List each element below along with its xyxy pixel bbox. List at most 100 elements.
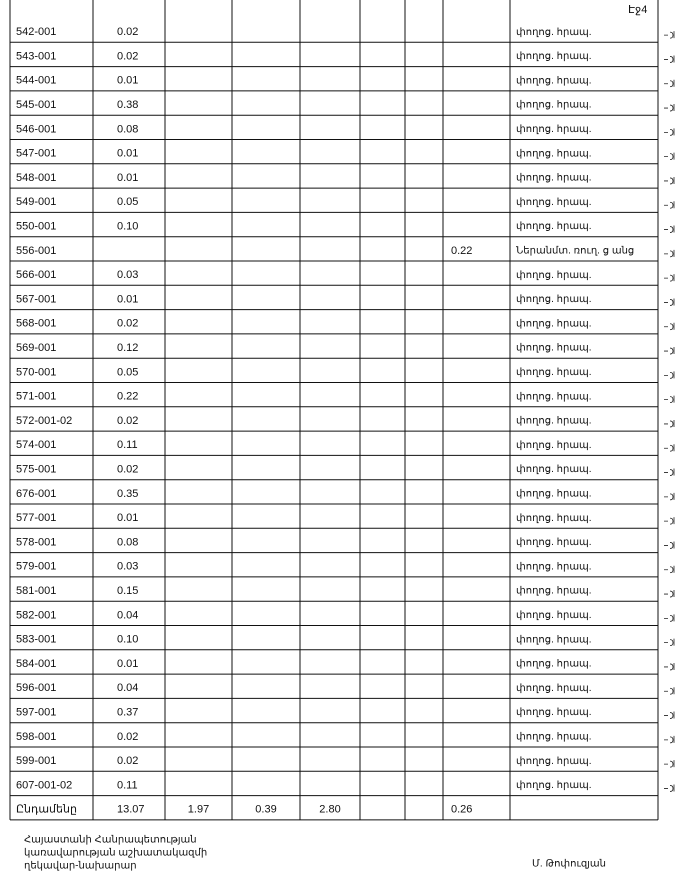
margin-mark — [664, 638, 675, 647]
margin-mark — [664, 55, 675, 63]
margin-mark — [664, 176, 675, 185]
position-line: Հայաստանի Հանրապետության — [24, 835, 197, 846]
row-value: 0.22 — [117, 391, 138, 403]
row-value: 0.01 — [117, 148, 138, 160]
row-description: փողոց. հրապ. — [516, 51, 592, 62]
row-description: փողոց. հրապ. — [516, 537, 592, 548]
row-value: 0.01 — [117, 75, 138, 87]
row-code: 577-001 — [16, 512, 56, 524]
margin-mark — [664, 590, 675, 598]
row-code: 575-001 — [16, 463, 56, 475]
row-code: 544-001 — [16, 75, 56, 87]
row-value: 0.35 — [117, 488, 138, 500]
row-description: փողոց. հրապ. — [516, 148, 592, 159]
page-number: Էջ4 — [628, 4, 647, 16]
margin-mark — [664, 79, 675, 88]
margin-mark — [664, 322, 675, 331]
row-description: փողոց. հրապ. — [516, 124, 592, 135]
row-description: փողոց. հրապ. — [516, 756, 592, 767]
row-description: փողոց. հրապ. — [516, 610, 592, 621]
row-description: փողոց. հրապ. — [516, 173, 592, 184]
row-description: փողոց. հրապ. — [516, 634, 592, 645]
row-description: փողոց. հրապ. — [516, 391, 592, 402]
row-value: 0.02 — [117, 50, 138, 62]
row-code: 607-001-02 — [16, 779, 72, 791]
row-code: 581-001 — [16, 585, 56, 597]
margin-mark — [664, 711, 675, 719]
row-value: 0.10 — [117, 634, 138, 646]
row-value: 0.04 — [117, 682, 138, 694]
row-description: Ներանմտ. ռուղ. ց անց — [516, 245, 634, 256]
row-code: 550-001 — [16, 220, 56, 232]
row-code: 598-001 — [16, 731, 56, 743]
row-code: 583-001 — [16, 634, 56, 646]
row-value: 0.03 — [117, 269, 138, 281]
margin-mark — [664, 298, 675, 306]
row-code: 567-001 — [16, 293, 56, 305]
row-code: 556-001 — [16, 245, 56, 257]
margin-mark — [664, 735, 675, 744]
row-code: 547-001 — [16, 148, 56, 160]
row-description: փողոց. հրապ. — [516, 659, 592, 670]
position-line: ղեկավար-նախարար — [24, 861, 137, 872]
row-value: 0.11 — [117, 779, 138, 791]
margin-mark — [664, 662, 675, 671]
row-description: փողոց. հրապ. — [516, 488, 592, 499]
row-value: 0.05 — [117, 366, 138, 378]
row-code: 597-001 — [16, 706, 56, 718]
margin-mark — [664, 614, 675, 622]
row-value: 0.01 — [117, 512, 138, 524]
row-value: 0.02 — [117, 415, 138, 427]
row-description: փողոց. հրապ. — [516, 707, 592, 718]
row-description: փողոց. հրապ. — [516, 318, 592, 329]
row-value: 0.11 — [117, 439, 138, 451]
row-code: 566-001 — [16, 269, 56, 281]
row-code: 596-001 — [16, 682, 56, 694]
margin-mark — [664, 784, 675, 792]
row-code: 572-001-02 — [16, 415, 72, 427]
margin-mark — [664, 395, 675, 404]
margin-mark — [664, 517, 675, 525]
row-code: 549-001 — [16, 196, 56, 208]
margin-mark — [664, 760, 675, 768]
row-code: Ընդամենը — [16, 804, 77, 816]
row-value: 0.05 — [117, 196, 138, 208]
row-value: 0.01 — [117, 658, 138, 670]
row-value: 0.12 — [117, 342, 138, 354]
margin-mark — [664, 249, 675, 258]
margin-mark — [664, 347, 675, 355]
margin-mark — [664, 687, 675, 695]
row-code: 570-001 — [16, 366, 56, 378]
margin-mark — [664, 492, 675, 501]
row-value: 0.15 — [117, 585, 138, 597]
row-value: 2.80 — [319, 804, 340, 816]
row-value: 0.01 — [117, 293, 138, 305]
signatory: Մ. Թոփուզյան — [532, 859, 606, 870]
row-value: 0.10 — [117, 220, 138, 232]
row-description: փողոց. հրապ. — [516, 561, 592, 572]
row-value: 0.02 — [117, 26, 138, 38]
row-code: 568-001 — [16, 318, 56, 330]
row-code: 543-001 — [16, 50, 56, 62]
row-description: փողոց. հրապ. — [516, 683, 592, 694]
row-value: 0.02 — [117, 731, 138, 743]
margin-mark — [664, 468, 675, 476]
row-value: 0.02 — [117, 318, 138, 330]
row-code: 584-001 — [16, 658, 56, 670]
position-line: կառավարության աշխատակազմի — [24, 848, 207, 859]
row-value: 0.03 — [117, 561, 138, 573]
row-code: 579-001 — [16, 561, 56, 573]
row-code: 542-001 — [16, 26, 56, 38]
row-value: 0.37 — [117, 706, 138, 718]
row-description: փողոց. հրապ. — [516, 780, 592, 791]
row-description: փողոց. հրապ. — [516, 343, 592, 354]
margin-mark — [664, 371, 675, 379]
row-description: փողոց. հրապ. — [516, 197, 592, 208]
margin-mark — [664, 274, 675, 282]
row-description: փողոց. հրապ. — [516, 75, 592, 86]
row-value: 0.08 — [117, 123, 138, 135]
row-description: փողոց. հրապ. — [516, 27, 592, 38]
row-code: 676-001 — [16, 488, 56, 500]
row-description: փողոց. հրապ. — [516, 367, 592, 378]
